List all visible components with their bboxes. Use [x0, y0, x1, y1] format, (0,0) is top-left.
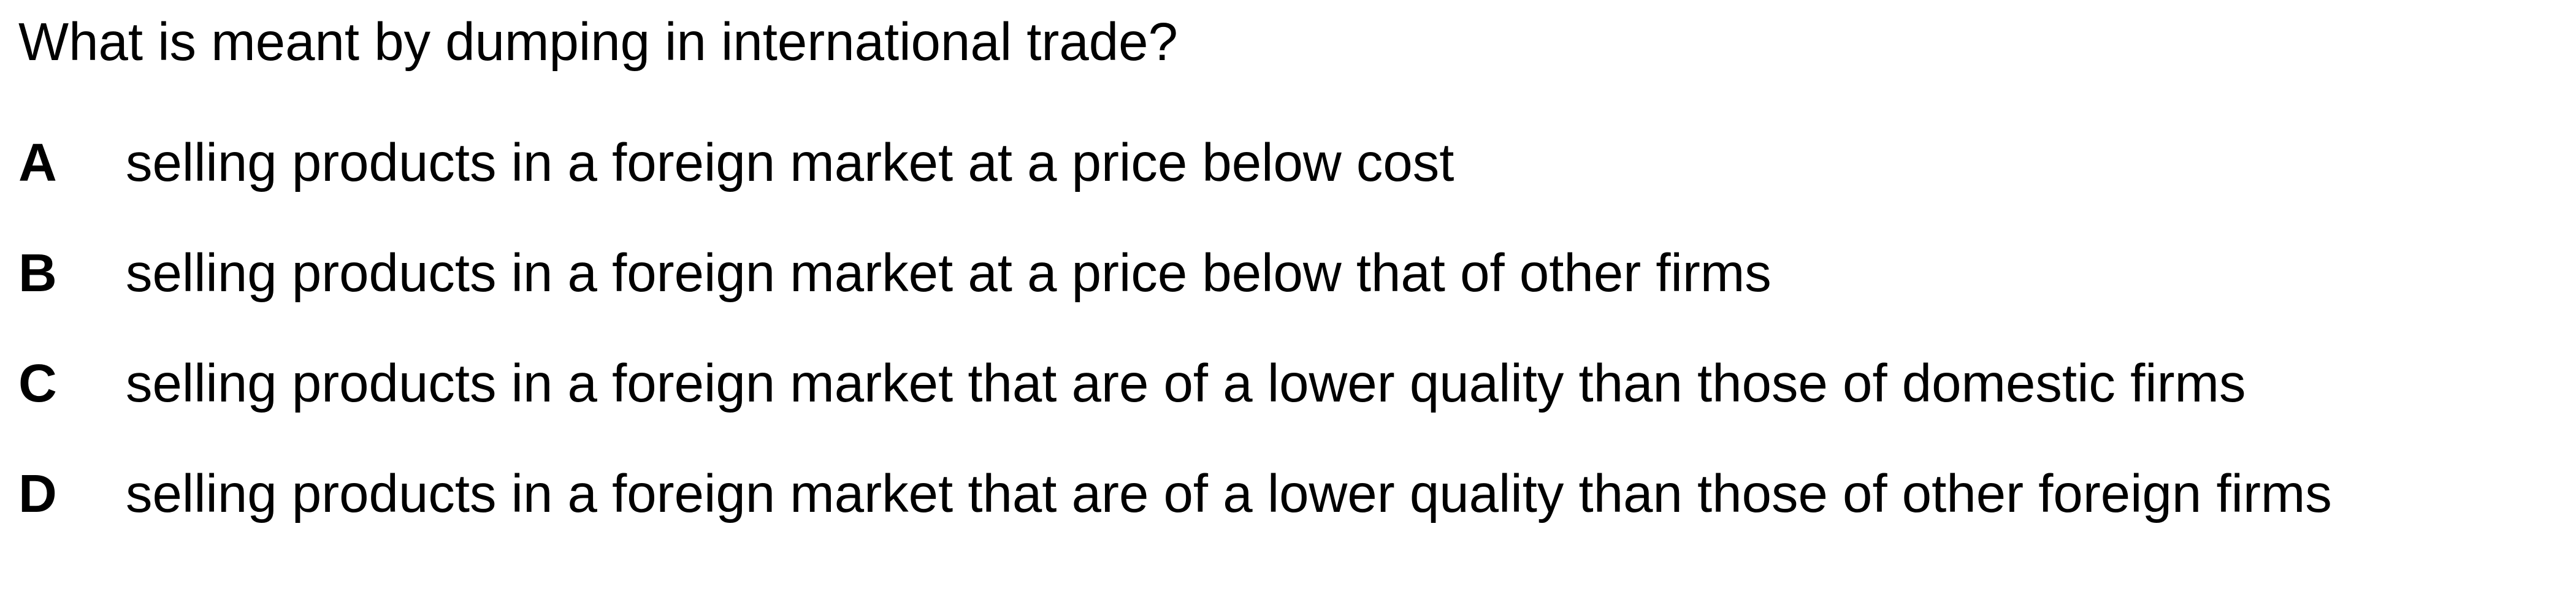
option-letter: C: [18, 354, 57, 413]
option-text: selling products in a foreign market at …: [126, 243, 1771, 303]
option-letter: B: [18, 243, 57, 303]
option-letter: D: [18, 464, 57, 524]
question-text: What is meant by dumping in internationa…: [18, 12, 1178, 72]
option-text: selling products in a foreign market tha…: [126, 354, 2246, 413]
option-text: selling products in a foreign market tha…: [126, 464, 2332, 524]
option-text: selling products in a foreign market at …: [126, 133, 1454, 192]
option-letter: A: [18, 133, 57, 192]
